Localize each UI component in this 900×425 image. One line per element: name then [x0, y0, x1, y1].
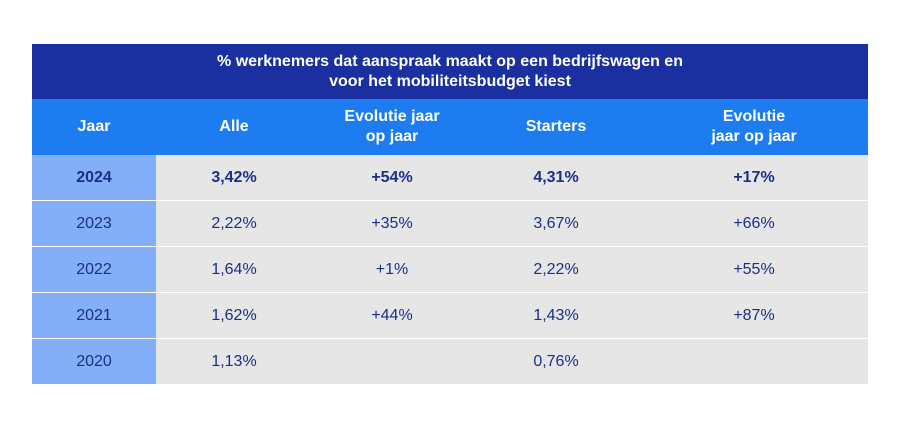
cell-alle: 3,42%	[156, 155, 312, 200]
cell-year: 2022	[32, 247, 156, 292]
cell-alle: 1,64%	[156, 247, 312, 292]
table-row: 2023 2,22% +35% 3,67% +66%	[32, 200, 868, 246]
header-jaar: Jaar	[32, 99, 156, 155]
cell-starters: 4,31%	[472, 155, 640, 200]
data-table: % werknemers dat aanspraak maakt op een …	[32, 44, 868, 384]
table-title-line1: % werknemers dat aanspraak maakt op een …	[217, 52, 683, 70]
cell-year: 2023	[32, 201, 156, 246]
table-row: 2024 3,42% +54% 4,31% +17%	[32, 155, 868, 200]
cell-alle: 1,13%	[156, 339, 312, 384]
header-alle: Alle	[156, 99, 312, 155]
table-row: 2022 1,64% +1% 2,22% +55%	[32, 246, 868, 292]
header-evolutie-alle: Evolutie jaar op jaar	[312, 99, 472, 155]
cell-evolutie-starters: +66%	[640, 201, 868, 246]
cell-evolutie-starters: +17%	[640, 155, 868, 200]
cell-evolutie-alle	[312, 339, 472, 384]
header-evolutie-alle-line2: op jaar	[365, 128, 419, 145]
cell-evolutie-starters: +87%	[640, 293, 868, 338]
cell-starters: 0,76%	[472, 339, 640, 384]
cell-evolutie-starters	[640, 339, 868, 384]
cell-evolutie-alle: +1%	[312, 247, 472, 292]
header-starters: Starters	[472, 99, 640, 155]
header-evolutie-starters-line1: Evolutie	[722, 108, 786, 125]
cell-evolutie-alle: +44%	[312, 293, 472, 338]
cell-year: 2020	[32, 339, 156, 384]
header-evolutie-alle-line1: Evolutie jaar	[344, 108, 440, 125]
table-header: Jaar Alle Evolutie jaar op jaar Starters…	[32, 99, 868, 155]
header-evolutie-starters: Evolutie jaar op jaar	[640, 99, 868, 155]
table-title-line2: voor het mobiliteitsbudget kiest	[329, 72, 571, 90]
header-alle-label: Alle	[219, 118, 249, 135]
cell-year: 2021	[32, 293, 156, 338]
header-jaar-label: Jaar	[77, 118, 111, 135]
table-row: 2021 1,62% +44% 1,43% +87%	[32, 292, 868, 338]
header-starters-label: Starters	[525, 118, 587, 135]
cell-starters: 2,22%	[472, 247, 640, 292]
cell-starters: 3,67%	[472, 201, 640, 246]
cell-alle: 2,22%	[156, 201, 312, 246]
cell-alle: 1,62%	[156, 293, 312, 338]
cell-evolutie-alle: +35%	[312, 201, 472, 246]
cell-starters: 1,43%	[472, 293, 640, 338]
header-evolutie-starters-line2: jaar op jaar	[711, 128, 797, 145]
table-title: % werknemers dat aanspraak maakt op een …	[32, 44, 868, 99]
table-row: 2020 1,13% 0,76%	[32, 338, 868, 384]
cell-evolutie-starters: +55%	[640, 247, 868, 292]
cell-evolutie-alle: +54%	[312, 155, 472, 200]
cell-year: 2024	[32, 155, 156, 200]
